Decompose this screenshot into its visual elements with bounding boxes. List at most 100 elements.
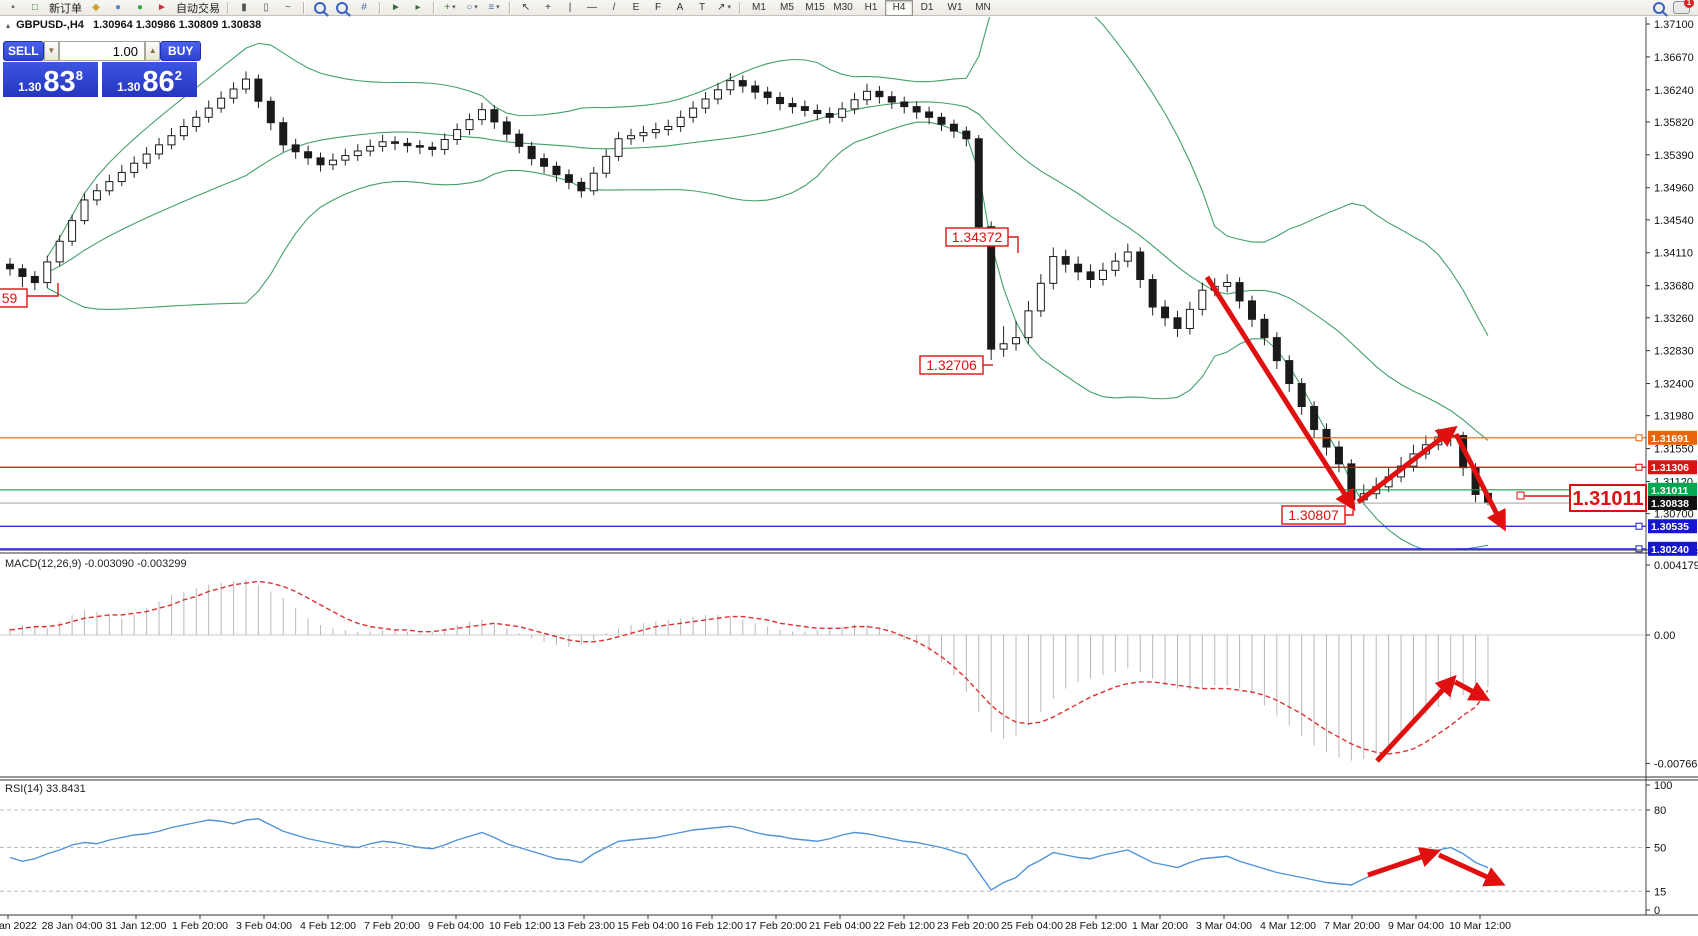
timeframe-button-h4[interactable]: H4	[885, 0, 913, 16]
timeframe-button-m30[interactable]: M30	[833, 2, 853, 13]
bollinger-lower-band	[46, 121, 1489, 550]
dropdown-caret-icon[interactable]: ▾	[727, 3, 731, 11]
timeframe-button-m15[interactable]: M15	[805, 2, 825, 13]
notifications-icon[interactable]: 1	[1673, 0, 1694, 14]
autotrade-icon[interactable]: ►	[157, 1, 167, 13]
svg-text:1.37100: 1.37100	[1654, 19, 1694, 31]
horizontal-line-icon[interactable]: —	[587, 1, 597, 13]
timeframe-button-mn[interactable]: MN	[975, 2, 991, 13]
svg-text:100: 100	[1654, 780, 1672, 792]
svg-text:1.33680: 1.33680	[1654, 281, 1694, 293]
timeframe-button-m1[interactable]: M1	[752, 2, 766, 13]
candlestick-mode-icon[interactable]: ▯	[263, 1, 269, 13]
dropdown-caret-icon[interactable]: ▾	[474, 3, 478, 11]
bar-chart-mode-icon[interactable]: ▮	[241, 1, 247, 13]
buy-price-panel[interactable]: 1.30 86 2	[102, 62, 197, 97]
buy-button[interactable]: BUY	[160, 41, 201, 61]
history-gold-icon[interactable]: ◆	[92, 1, 100, 13]
chart-canvas[interactable]: 1.37100 1.36670 1.36240 1.35820 1.35390 1.349…	[0, 16, 1698, 936]
periods-clock-icon[interactable]: ○ ▾	[466, 1, 478, 13]
price-callout-text: 1.31011	[1572, 488, 1643, 510]
svg-text:7 Feb 20:00: 7 Feb 20:00	[364, 920, 420, 932]
market-watch-icon[interactable]: ●	[114, 1, 122, 13]
rsi-panel[interactable]	[0, 809, 1646, 892]
zoom-out-icon[interactable]	[331, 0, 353, 16]
volume-decrease-button[interactable]: ▼	[43, 41, 59, 61]
toolbar-separator	[379, 1, 381, 14]
vertical-line-icon[interactable]: |	[568, 1, 572, 13]
trend-arrow[interactable]	[1375, 674, 1457, 763]
sell-price-big-digits: 83	[43, 66, 76, 98]
templates-icon[interactable]: ≡ ▾	[488, 1, 500, 13]
macd-panel[interactable]	[0, 579, 1646, 761]
dropdown-caret-icon[interactable]: ▾	[496, 3, 500, 11]
volume-input[interactable]	[59, 41, 145, 61]
svg-text:15 Feb 04:00: 15 Feb 04:00	[617, 920, 679, 932]
new-order-icon[interactable]: □	[31, 1, 39, 13]
line-handle[interactable]	[1635, 545, 1643, 553]
price-callout-box[interactable]	[1281, 505, 1346, 525]
fibonacci-icon[interactable]: F	[654, 1, 662, 13]
timeframe-button-d1[interactable]: D1	[920, 2, 934, 13]
crosshair-icon[interactable]: +	[545, 1, 551, 13]
sell-price-panel[interactable]: 1.30 83 8	[3, 62, 98, 97]
svg-text:50: 50	[1654, 843, 1666, 855]
arrows-icon[interactable]: ↗ ▾	[717, 1, 731, 13]
price-panel[interactable]	[6, 16, 1492, 552]
trend-arrow[interactable]	[1453, 432, 1506, 532]
volume-increase-button[interactable]: ▲	[145, 41, 161, 61]
new-order-label[interactable]: 新订单	[49, 2, 82, 15]
trend-arrow[interactable]	[1453, 679, 1491, 701]
svg-text:1.31550: 1.31550	[1654, 444, 1694, 456]
svg-text:9 Feb 04:00: 9 Feb 04:00	[428, 920, 484, 932]
trendline-icon[interactable]: /	[612, 1, 616, 13]
text-icon[interactable]: A	[676, 1, 684, 13]
line-chart-mode-icon[interactable]: ~	[285, 1, 291, 13]
chart-window-icon[interactable]: ▪	[11, 1, 15, 13]
dropdown-caret-icon[interactable]: ▾	[452, 3, 456, 11]
trend-annotation-arrows[interactable]	[1204, 275, 1506, 887]
cursor-icon[interactable]: ↖	[521, 1, 531, 13]
svg-text:7 Mar 20:00: 7 Mar 20:00	[1324, 920, 1380, 932]
text-label-icon[interactable]: T	[698, 1, 706, 13]
zoom-in-icon[interactable]	[309, 0, 331, 16]
svg-text:1.34540: 1.34540	[1654, 215, 1694, 227]
price-callout-box[interactable]	[945, 227, 1009, 247]
equidistant-channel-icon[interactable]: E	[632, 1, 640, 13]
toolbar-right-group: 1	[1653, 0, 1696, 14]
tile-windows-icon[interactable]: #	[361, 1, 367, 13]
svg-text:0: 0	[1654, 905, 1660, 917]
timeframe-button-m5[interactable]: M5	[780, 2, 794, 13]
auto-scroll-icon[interactable]: ►	[391, 1, 401, 13]
trend-arrow[interactable]	[1204, 275, 1356, 512]
trend-arrow[interactable]	[1367, 847, 1441, 878]
buy-price-prefix: 1.30	[117, 80, 141, 94]
autotrade-label[interactable]: 自动交易	[176, 2, 220, 15]
line-handle[interactable]	[1635, 434, 1643, 442]
indicators-add-icon[interactable]: + ▾	[444, 1, 456, 13]
trend-arrow[interactable]	[1437, 852, 1506, 887]
svg-text:22 Feb 12:00: 22 Feb 12:00	[873, 920, 935, 932]
line-handle[interactable]	[1635, 522, 1643, 530]
price-callout-box[interactable]	[919, 355, 984, 375]
price-axis[interactable]: 1.37100 1.36670 1.36240 1.35820 1.35390 1.349…	[1646, 19, 1698, 917]
trend-arrow[interactable]	[1356, 425, 1458, 504]
timeframe-button-w1[interactable]: W1	[947, 2, 963, 13]
timeframe-button-h1[interactable]: H1	[864, 2, 878, 13]
price-callout-box[interactable]	[1569, 484, 1647, 512]
symbol-period-label: GBPUSD-,H4	[16, 19, 84, 31]
price-callout-box[interactable]	[0, 288, 28, 308]
line-handle[interactable]	[1635, 463, 1643, 471]
signal-icon[interactable]: ●	[136, 1, 144, 13]
svg-text:28 Feb 12:00: 28 Feb 12:00	[1065, 920, 1127, 932]
sell-button[interactable]: SELL	[3, 41, 44, 61]
chart-shift-icon[interactable]: ▸	[415, 1, 421, 13]
macd-indicator-label: MACD(12,26,9) -0.003090 -0.003299	[5, 558, 187, 570]
svg-text:1.30838: 1.30838	[1651, 498, 1689, 510]
svg-text:10 Mar 12:00: 10 Mar 12:00	[1449, 920, 1511, 932]
svg-text:13 Feb 23:00: 13 Feb 23:00	[553, 920, 615, 932]
price-callouts[interactable]: 1.34372 1.32706 1.30807 1.31011 59	[0, 227, 1647, 525]
chart-window-mini-icon: ▴	[6, 21, 11, 30]
search-icon[interactable]	[1653, 1, 1665, 14]
